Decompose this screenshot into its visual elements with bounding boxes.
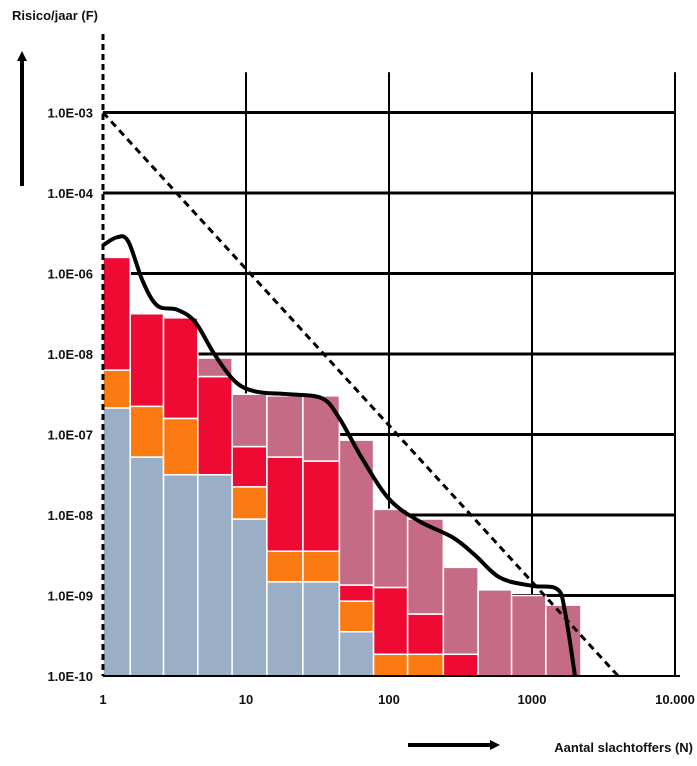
bar-2-red-segment (162, 317, 199, 420)
bar-8-red-segment (372, 586, 409, 656)
bar-7-red-segment (338, 584, 375, 602)
y-tick-label: 1.0E-04 (47, 186, 93, 201)
tick-labels: 1.0E-10 1.0E-09 1.0E-08 1.0E-07 1.0E-08 1.0E-… (47, 106, 694, 708)
bar-0-orange-segment (102, 369, 131, 409)
bar-10-red-segment (442, 653, 479, 677)
bar-4-mauve-segment (231, 393, 268, 448)
bar-6-blue-segment (302, 581, 341, 677)
bar-6-orange-segment (302, 550, 341, 583)
bar-7-blue-segment (338, 630, 375, 677)
x-tick-label: 1000 (518, 692, 547, 707)
limit-line (101, 111, 620, 678)
y-tick-label: 1.0E-06 (47, 267, 93, 282)
bar-5-orange-segment (266, 550, 304, 583)
bar-1-red-segment (129, 313, 165, 408)
bar-7-mauve-segment (338, 439, 375, 586)
y-tick-label: 1.0E-03 (47, 106, 93, 121)
bar-5-red-segment (266, 456, 304, 552)
bar-1-blue-segment (129, 456, 165, 677)
bar-10-mauve-segment (442, 566, 479, 656)
bar-8-orange-segment (372, 653, 409, 677)
x-tick-label: 10 (239, 692, 253, 707)
bar-2-blue-segment (162, 474, 199, 677)
bars (102, 256, 582, 677)
bar-11-mauve-segment (477, 589, 513, 677)
bar-0-red-segment (102, 256, 131, 371)
bar-7-orange-segment (338, 600, 375, 633)
bar-9-red-segment (406, 613, 445, 656)
bar-13-mauve-segment (545, 604, 582, 677)
bar-4-red-segment (231, 445, 268, 488)
y-tick-label: 1.0E-08 (47, 508, 93, 523)
bar-5-mauve-segment (266, 395, 304, 458)
bar-1-orange-segment (129, 405, 165, 458)
y-axis-title: Risico/jaar (F) (12, 8, 98, 23)
x-tick-label: 10.000 (655, 692, 695, 707)
bar-3-red-segment (197, 375, 233, 476)
y-tick-label: 1.0E-09 (47, 589, 93, 604)
bar-2-orange-segment (162, 417, 199, 476)
bar-3-blue-segment (197, 474, 233, 677)
bar-5-blue-segment (266, 581, 304, 677)
bar-0-blue-segment (102, 407, 131, 677)
axes: Risico/jaar (F) Aantal slachtoffers (N) (12, 8, 693, 755)
bar-12-mauve-segment (510, 594, 547, 677)
bar-6-mauve-segment (302, 395, 341, 462)
bar-9-orange-segment (406, 653, 445, 677)
bar-8-mauve-segment (372, 508, 409, 589)
bar-6-red-segment (302, 460, 341, 552)
y-tick-label: 1.0E-08 (47, 347, 93, 362)
x-axis-title: Aantal slachtoffers (N) (554, 740, 693, 755)
bar-4-orange-segment (231, 486, 268, 520)
y-tick-label: 1.0E-07 (47, 428, 93, 443)
x-tick-label: 100 (378, 692, 400, 707)
x-tick-label: 1 (99, 692, 106, 707)
y-tick-label: 1.0E-10 (47, 669, 93, 684)
bar-9-mauve-segment (406, 518, 445, 615)
curves (101, 111, 620, 678)
bar-4-blue-segment (231, 518, 268, 677)
fn-curve (101, 234, 577, 677)
